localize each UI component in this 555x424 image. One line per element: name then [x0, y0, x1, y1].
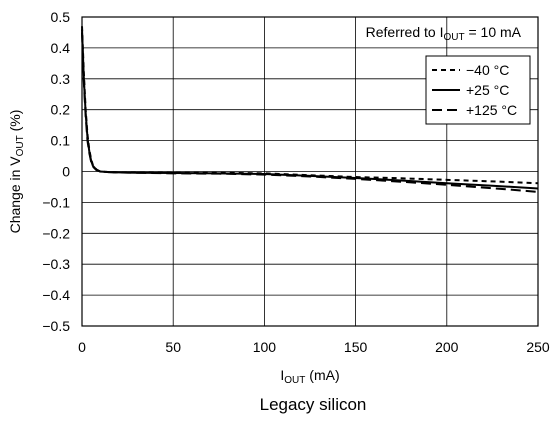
legend-label: −40 °C [466, 62, 509, 78]
y-tick-label: −0.5 [42, 318, 70, 334]
y-tick-label: −0.3 [42, 256, 70, 272]
reference-annotation: Referred to IOUT = 10 mA [366, 24, 522, 43]
plot-area-frame [81, 16, 539, 327]
x-tick-label: 250 [526, 339, 550, 355]
y-tick-label: −0.1 [42, 194, 70, 210]
x-tick-label: 100 [253, 339, 277, 355]
series-line [81, 32, 539, 193]
y-tick-label: 0 [62, 164, 70, 180]
legend-label: +25 °C [466, 82, 509, 98]
y-tick-label: 0.5 [51, 9, 71, 25]
y-tick-label: −0.4 [42, 287, 70, 303]
x-axis-label: IOUT (mA) [280, 367, 339, 386]
y-tick-label: 0.3 [51, 71, 71, 87]
x-tick-label: 0 [78, 339, 86, 355]
x-tick-label: 50 [165, 339, 181, 355]
chart-caption: Legacy silicon [260, 395, 367, 414]
x-axis-ticks: 0 50 100 150 200 250 [78, 339, 550, 355]
y-tick-label: −0.2 [42, 225, 70, 241]
x-tick-label: 150 [344, 339, 368, 355]
y-axis-ticks: 0.5 0.4 0.3 0.2 0.1 0 −0.1 −0.2 −0.3 −0.4 −0.5 [42, 9, 70, 334]
legend: −40 °C +25 °C +125 °C [425, 55, 531, 125]
y-tick-label: 0.2 [51, 102, 71, 118]
y-tick-label: 0.4 [51, 40, 71, 56]
series-line [81, 26, 539, 185]
x-tick-label: 200 [435, 339, 459, 355]
legend-label: +125 °C [466, 102, 517, 118]
y-tick-label: 0.1 [51, 133, 71, 149]
y-axis-label: Change in VOUT (%) [7, 110, 26, 234]
series-layer [81, 26, 539, 193]
